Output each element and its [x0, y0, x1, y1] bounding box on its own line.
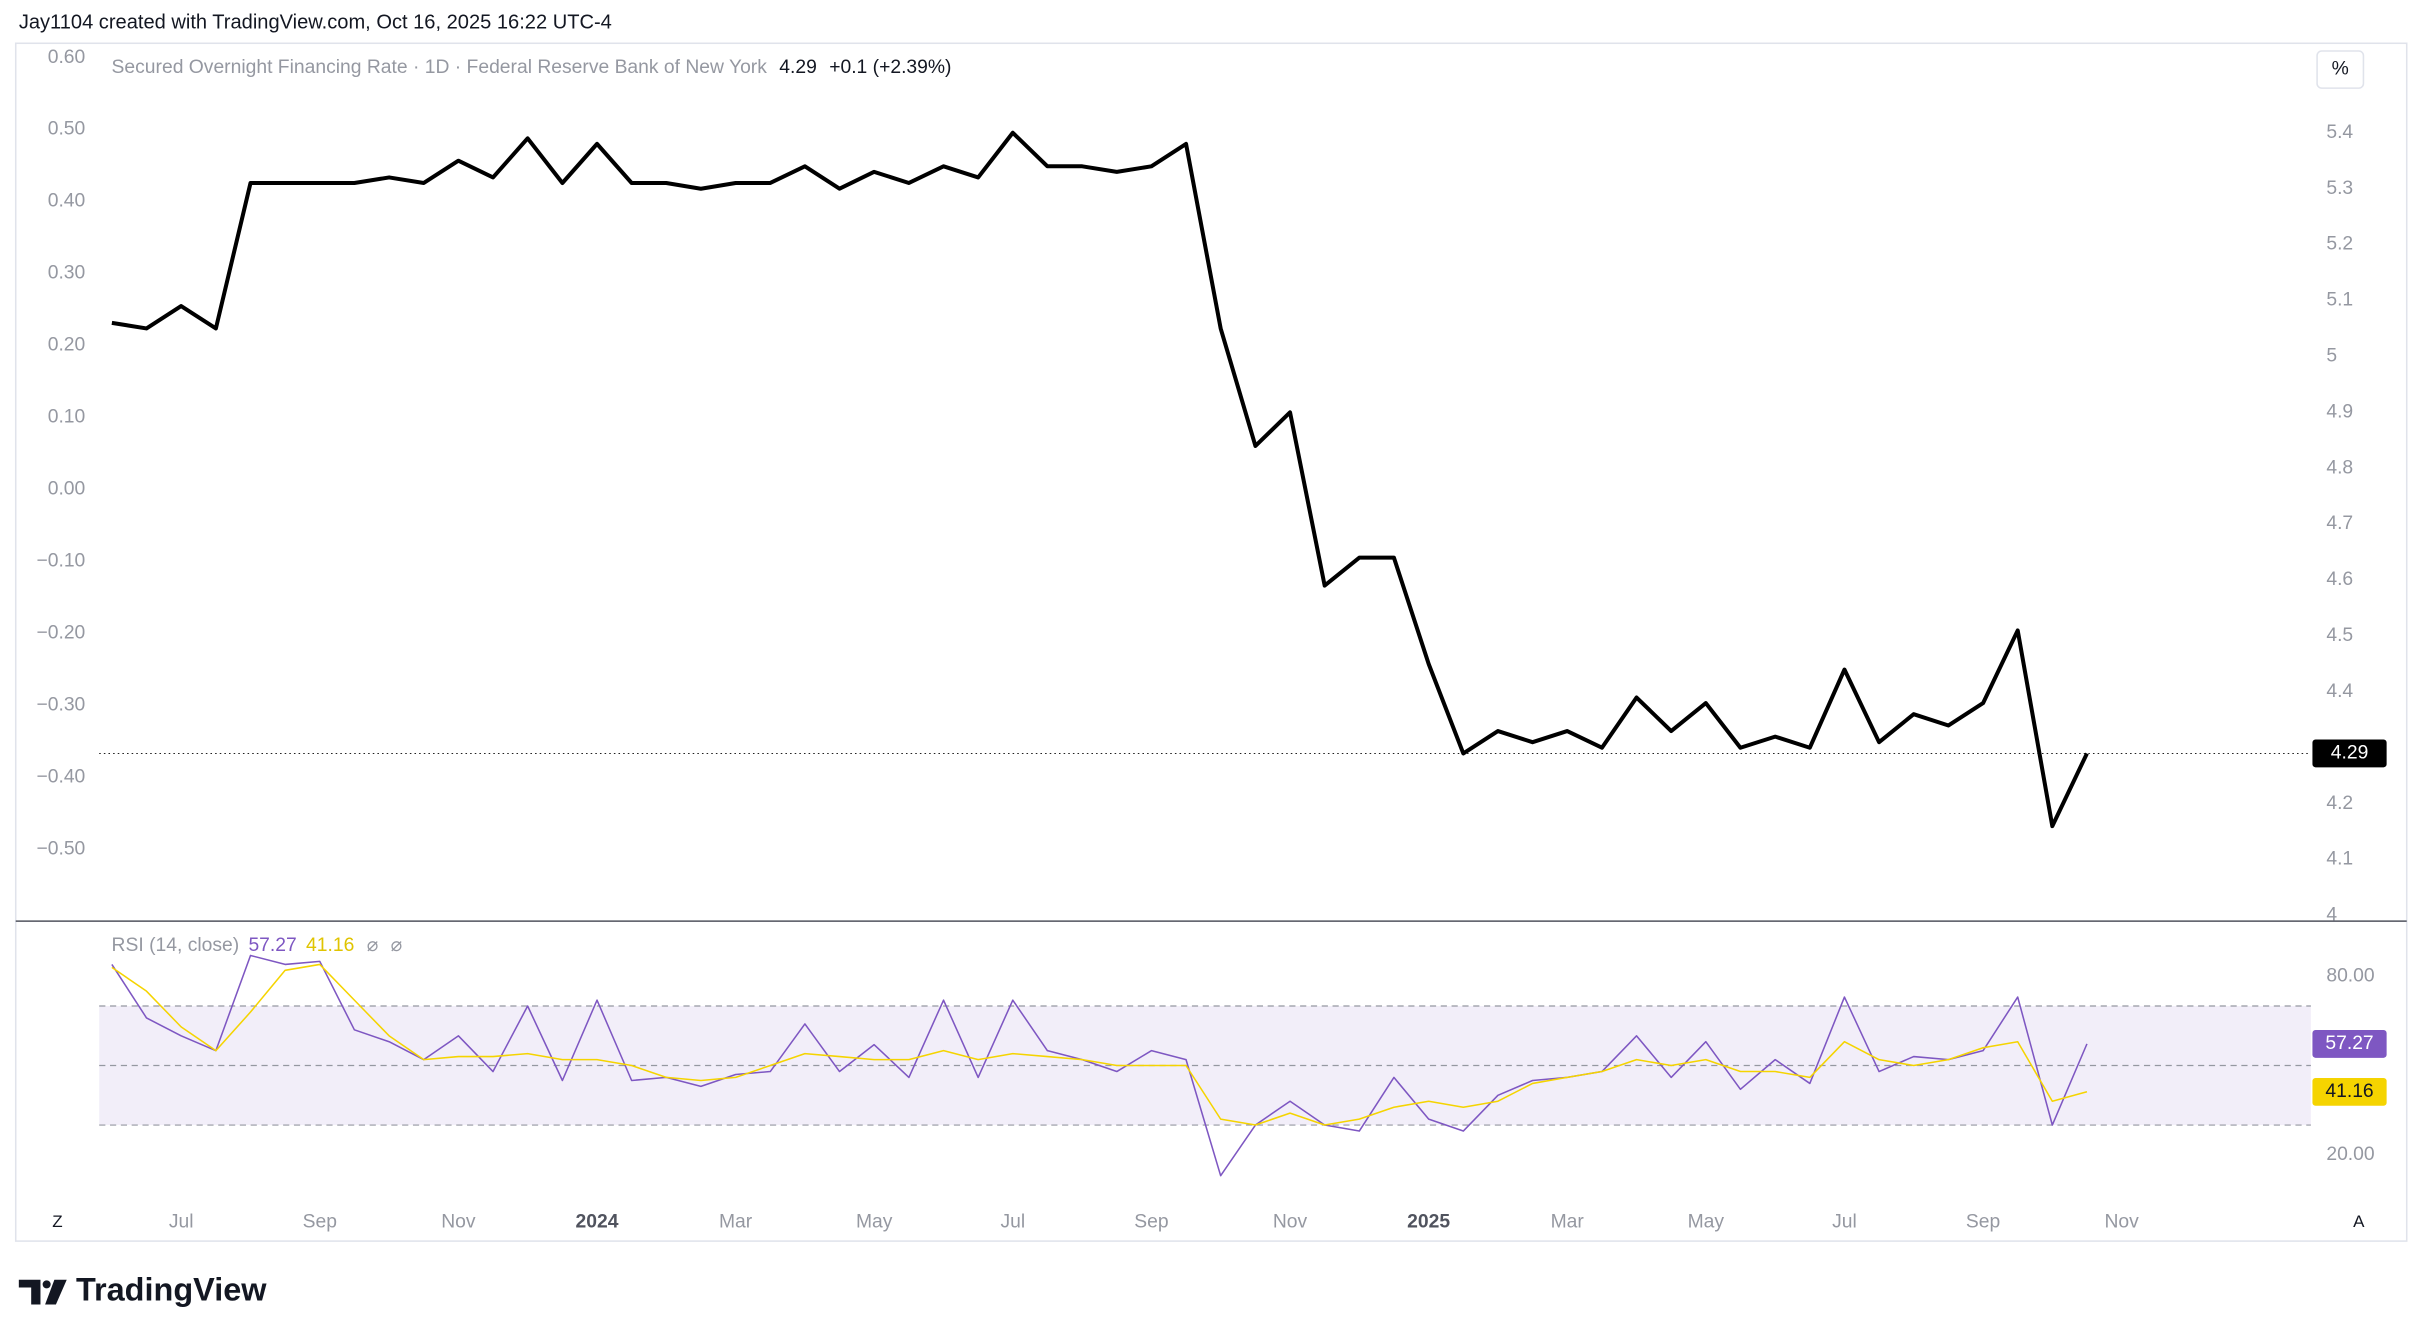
y2-tick-label: 4.7 — [2326, 513, 2353, 534]
value-badge — [2312, 1077, 2387, 1106]
value-badge-label: 41.16 — [2325, 1081, 2373, 1102]
x-tick-label: Nov — [2104, 1212, 2139, 1233]
y-tick-label: 0.50 — [48, 119, 86, 140]
value-badge-label: 4.29 — [2331, 742, 2369, 763]
y2-tick-label: 4.2 — [2326, 793, 2353, 814]
y-tick-label: −0.40 — [36, 766, 85, 787]
value-badge — [2312, 1030, 2387, 1058]
rsi-ma-value: 41.16 — [306, 935, 354, 956]
y2-tick-label: 5.2 — [2326, 234, 2353, 255]
y-tick-label: −0.30 — [36, 694, 85, 715]
rsi-value: 57.27 — [248, 935, 296, 956]
y-tick-label: 80.00 — [2326, 965, 2374, 986]
y2-tick-label: 5.4 — [2326, 122, 2353, 143]
y-tick-label: −0.20 — [36, 622, 85, 643]
y-tick-label: −0.10 — [36, 550, 85, 571]
y-tick-label: 0.40 — [48, 191, 86, 212]
logo-text: TradingView — [76, 1272, 267, 1308]
x-tick-label: May — [1688, 1212, 1725, 1233]
y-tick-label: 0.30 — [48, 263, 86, 284]
x-tick-label: Jul — [1832, 1212, 1857, 1233]
series-line — [111, 963, 2088, 1126]
logo-icon — [18, 1279, 67, 1305]
value-badge — [2312, 739, 2387, 768]
y-tick-label: 0.60 — [48, 47, 86, 68]
chart-frame — [14, 42, 2408, 1242]
x-tick-label: Mar — [719, 1212, 753, 1233]
header: Jay1104 created with TradingView.com, Oc… — [19, 11, 612, 33]
x-tick-label: May — [856, 1212, 893, 1233]
series-line — [111, 130, 2089, 829]
icon: ⌀ — [391, 935, 403, 956]
x-tick-label: Jul — [169, 1212, 194, 1233]
auto-label[interactable]: A — [2353, 1212, 2365, 1231]
value-badge-label: 57.27 — [2325, 1033, 2373, 1054]
change: +0.1 (+2.39%) — [829, 57, 951, 78]
x-tick-label: 2024 — [576, 1212, 619, 1233]
rsi-legend: RSI (14, close) 57.27 41.16 ⌀ ⌀ — [112, 935, 403, 956]
rsi-title: RSI (14, close) — [112, 935, 240, 956]
x-tick-label: Sep — [1134, 1212, 1168, 1233]
series-line — [111, 954, 2088, 1177]
x-tick-label: Nov — [441, 1212, 476, 1233]
x-tick-label: Jul — [1000, 1212, 1025, 1233]
series-legend: Secured Overnight Financing Rate · 1D · … — [112, 57, 952, 78]
series-name: Secured Overnight Financing Rate · 1D · … — [112, 57, 768, 78]
y2-tick-label: 5 — [2326, 345, 2337, 366]
y2-tick-label: 4.8 — [2326, 457, 2353, 478]
y-tick-label: 0.20 — [48, 335, 86, 356]
y2-tick-label: 4.1 — [2326, 849, 2353, 870]
unit-button[interactable] — [2316, 50, 2365, 89]
x-tick-label: 2025 — [1407, 1212, 1450, 1233]
y-tick-label: −0.50 — [36, 838, 85, 859]
x-tick-label: Mar — [1551, 1212, 1585, 1233]
y2-tick-label: 4 — [2326, 905, 2337, 926]
last-value: 4.29 — [779, 57, 817, 78]
x-tick-label: Sep — [303, 1212, 337, 1233]
y2-tick-label: 4.6 — [2326, 569, 2353, 590]
auto-button[interactable] — [2344, 1208, 2373, 1237]
y-tick-label: 20.00 — [2326, 1144, 2374, 1165]
x-tick-label: Sep — [1966, 1212, 2000, 1233]
y2-tick-label: 4.9 — [2326, 401, 2353, 422]
y2-tick-label: 4.4 — [2326, 681, 2353, 702]
zoom-label[interactable]: Z — [52, 1212, 62, 1231]
y2-tick-label: 5.3 — [2326, 178, 2353, 199]
unit-label[interactable]: % — [2332, 59, 2349, 80]
y-tick-label: 0.00 — [48, 479, 86, 500]
y2-tick-label: 4.5 — [2326, 625, 2353, 646]
icon: ⌀ — [367, 935, 379, 956]
y2-tick-label: 5.1 — [2326, 290, 2353, 311]
zoom-button[interactable] — [43, 1208, 72, 1237]
y-tick-label: 0.10 — [48, 407, 86, 428]
x-tick-label: Nov — [1273, 1212, 1308, 1233]
